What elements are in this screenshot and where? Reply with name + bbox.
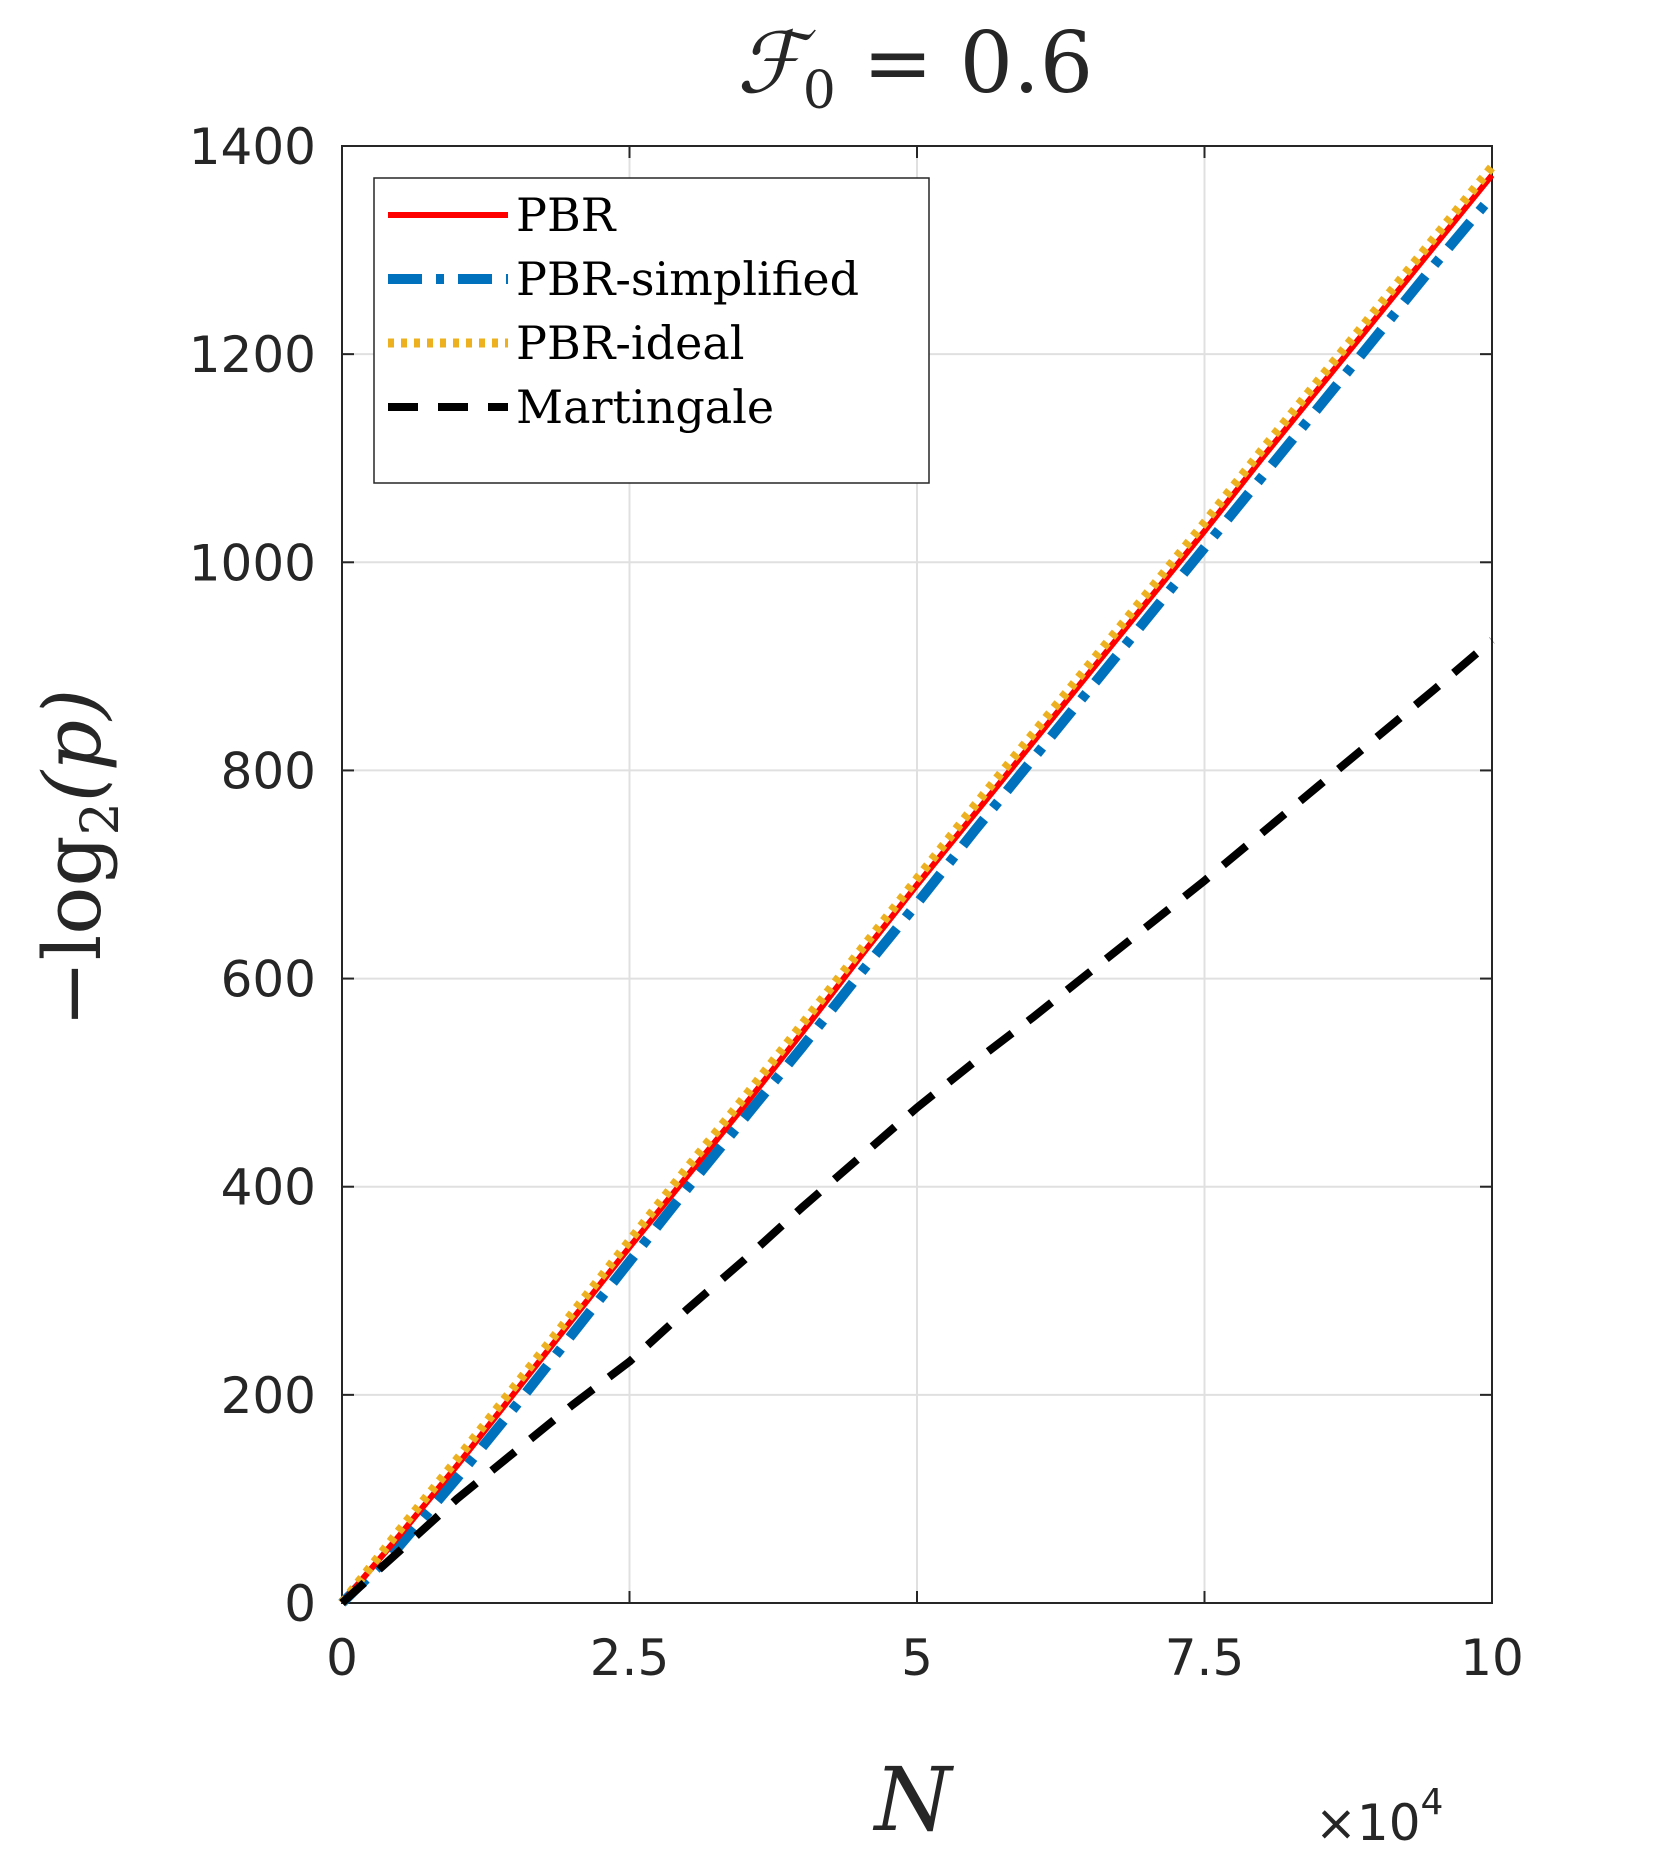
x-tick-label: 0 [326, 1629, 358, 1687]
y-tick-label: 200 [221, 1367, 316, 1425]
legend-label: PBR [516, 188, 617, 242]
series-line-martingale [339, 637, 1495, 1606]
legend-box [373, 177, 930, 484]
ticks: 0 2.5 5 7.5 10 0 200 400 600 800 1000 1200 1400 [189, 118, 1524, 1687]
legend-label: PBR-simplified [516, 252, 859, 306]
y-tick-label: 800 [221, 742, 316, 800]
chart-title: ℱ0 = 0.6 [737, 14, 1094, 121]
x-axis-label: N [873, 1748, 955, 1851]
y-tick-label: 1000 [189, 534, 316, 592]
x-tick-label: 2.5 [590, 1629, 670, 1687]
series-line-pbr-simplified [338, 192, 1496, 1607]
y-tick-label: 600 [221, 951, 316, 1009]
y-axis-label: −log2(p) [26, 689, 131, 1028]
y-tick-label: 1200 [189, 326, 316, 384]
legend-label: PBR-ideal [516, 316, 744, 370]
series-lines [338, 163, 1496, 1607]
x-tick-label: 5 [901, 1629, 933, 1687]
legend: PBR PBR-simplified PBR-ideal Martingale [373, 177, 930, 484]
legend-label: Martingale [516, 380, 774, 434]
x-tick-label: 7.5 [1165, 1629, 1245, 1687]
y-tick-label: 1400 [189, 118, 316, 176]
x-tick-label: 10 [1460, 1629, 1524, 1687]
y-tick-label: 400 [221, 1159, 316, 1217]
y-tick-label: 0 [284, 1575, 316, 1633]
series-line-pbr-ideal [338, 163, 1496, 1606]
x-axis-multiplier: ×104 [1315, 1782, 1443, 1852]
